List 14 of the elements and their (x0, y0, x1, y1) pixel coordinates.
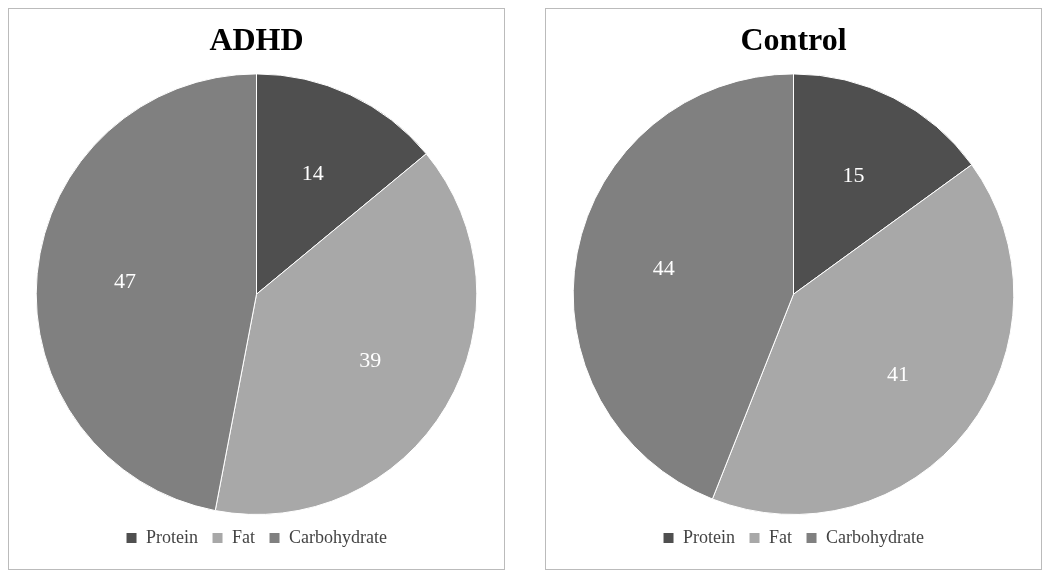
legend-label: Carbohydrate (826, 526, 924, 547)
data-label: 15 (842, 162, 865, 188)
data-label: 14 (301, 160, 324, 186)
chart-title: Control (740, 21, 847, 58)
chart-title: ADHD (209, 21, 304, 58)
data-label: 47 (113, 267, 136, 293)
data-label: 41 (886, 361, 909, 386)
legend-label: Fat (769, 526, 793, 547)
legend-label: Fat (232, 526, 256, 547)
data-label: 39 (359, 347, 382, 373)
data-label: 44 (652, 255, 675, 281)
legend-label: Protein (146, 526, 199, 547)
legend-label: Carbohydrate (289, 526, 387, 547)
legend-label: Protein (683, 526, 736, 547)
